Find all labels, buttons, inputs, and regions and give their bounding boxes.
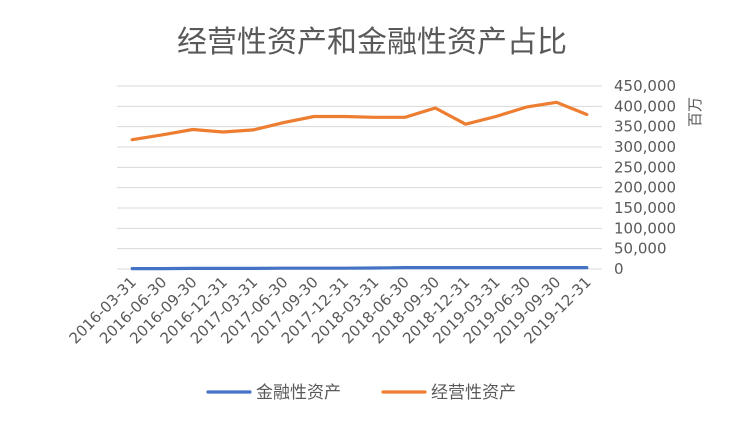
y-tick-label: 250,000 [614, 158, 676, 176]
legend-label: 金融性资产 [256, 383, 341, 403]
y-axis-ticks: 0 50,000 100,000 150,000 200,000 250,000 300,0… [614, 77, 676, 278]
y-tick-label: 50,000 [614, 240, 667, 258]
y-tick-label: 100,000 [614, 219, 676, 237]
y-tick-label: 200,000 [614, 179, 676, 197]
gridlines [117, 85, 602, 270]
chart-title: 经营性资产和金融性资产占比 [177, 25, 567, 60]
y-tick-label: 0 [614, 260, 624, 278]
series-lines [130, 100, 589, 271]
y-axis-label: 百万 [686, 97, 704, 127]
series-line [130, 266, 589, 271]
legend-label: 经营性资产 [431, 383, 516, 403]
x-axis-ticks: 2016-03-312016-06-302016-09-302016-12-31… [66, 273, 595, 347]
y-tick-label: 300,000 [614, 138, 676, 156]
series-line [130, 100, 589, 142]
y-tick-label: 350,000 [614, 118, 676, 136]
legend: 金融性资产 经营性资产 [206, 383, 516, 403]
y-tick-label: 400,000 [614, 97, 676, 115]
y-tick-label: 450,000 [614, 77, 676, 95]
y-tick-label: 150,000 [614, 199, 676, 217]
